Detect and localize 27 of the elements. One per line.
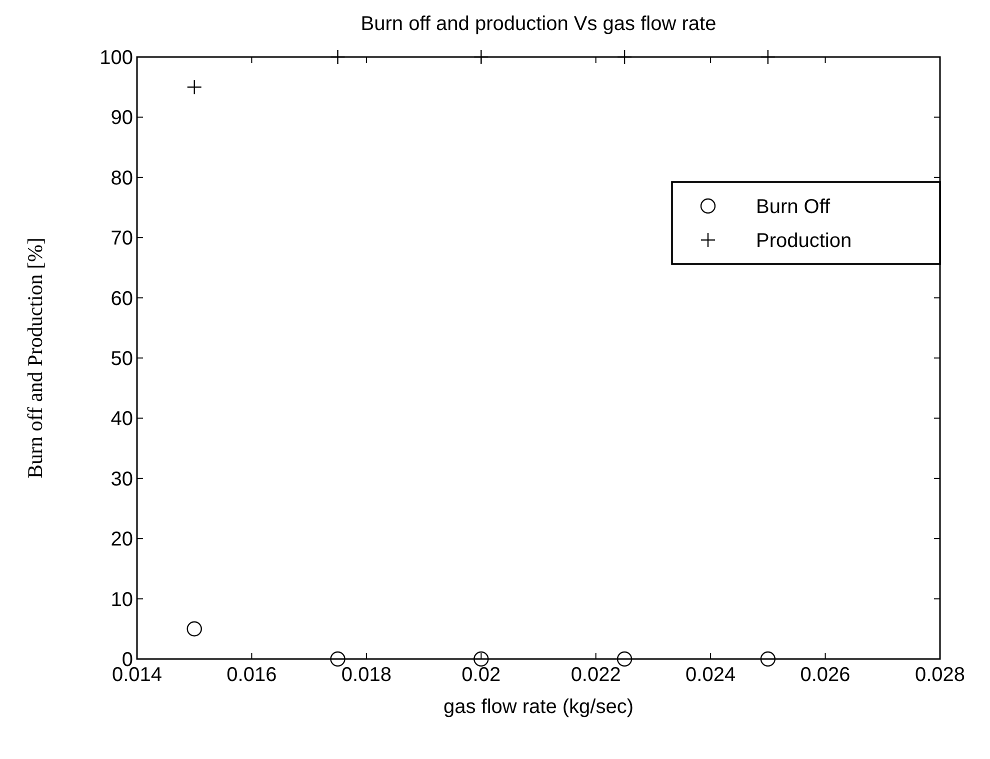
- x-tick-label: 0.022: [570, 664, 621, 686]
- y-axis-title: Burn off and Production [%]: [23, 237, 47, 479]
- legend-label: Production: [756, 230, 852, 252]
- y-tick-label: 100: [100, 47, 133, 69]
- chart-title: Burn off and production Vs gas flow rate: [360, 13, 716, 35]
- point: [474, 651, 489, 667]
- legend-label: Burn Off: [756, 196, 831, 218]
- x-tick-label: 0.016: [226, 664, 277, 686]
- y-tick-label: 70: [110, 228, 133, 250]
- y-tick-label: 10: [110, 588, 133, 611]
- point: [760, 651, 776, 667]
- x-tick-label: 0.026: [800, 664, 850, 686]
- y-tick-label: 60: [110, 288, 133, 310]
- y-tick-label: 80: [110, 167, 133, 190]
- y-tick-label: 90: [110, 107, 133, 130]
- y-tick-label: 20: [110, 528, 133, 551]
- x-axis-title: gas flow rate (kg/sec): [443, 696, 634, 718]
- y-tick-label: 40: [110, 408, 133, 430]
- x-tick-label: 0.024: [686, 664, 736, 686]
- point: [330, 651, 346, 667]
- point: [186, 621, 202, 636]
- x-tick-label: 0.028: [914, 664, 966, 686]
- y-tick-label: 50: [110, 348, 133, 370]
- y-tick-label: 30: [110, 468, 133, 490]
- point: [616, 651, 632, 667]
- x-tick-label: 0.018: [341, 664, 392, 686]
- x-tick-label: 0.02: [462, 664, 501, 686]
